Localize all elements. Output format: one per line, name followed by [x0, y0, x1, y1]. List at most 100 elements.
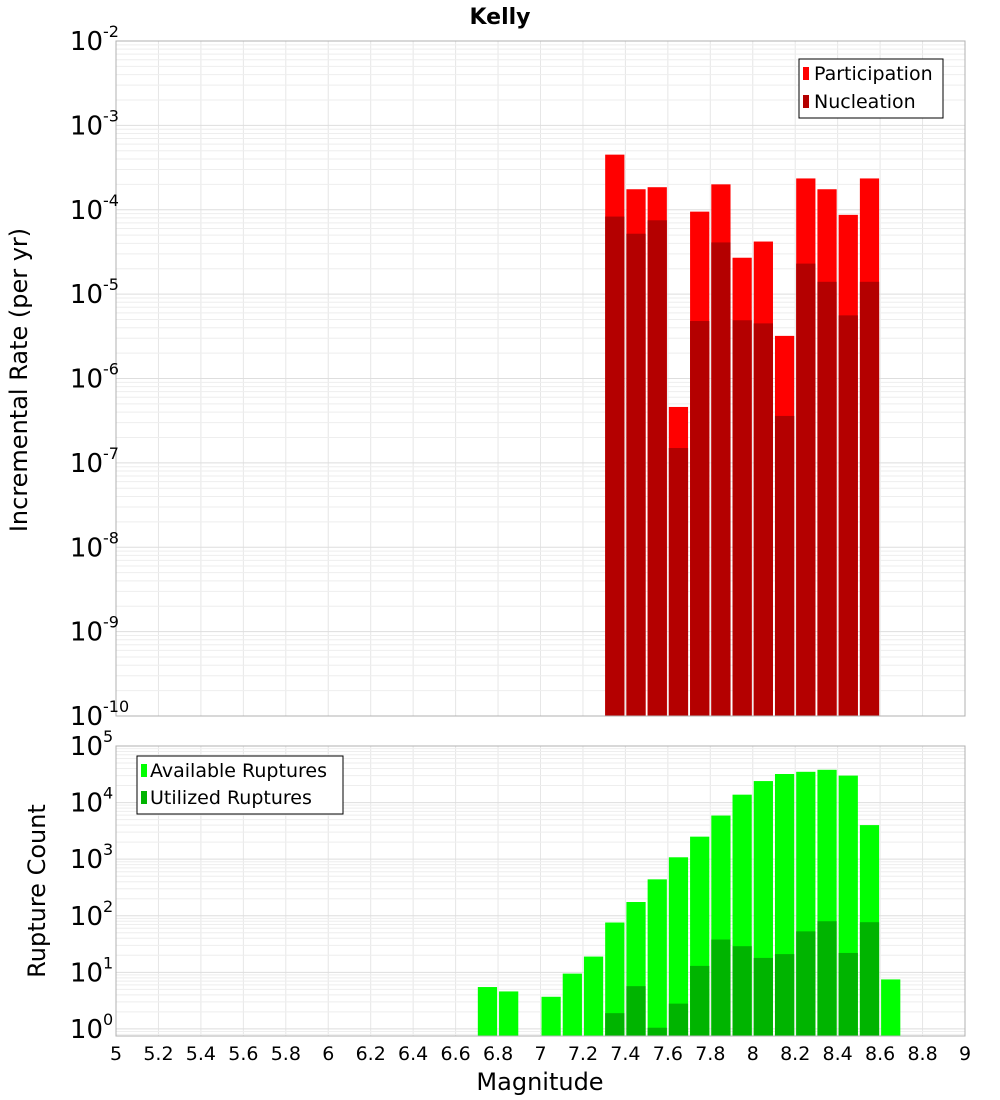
y-tick-label: 10 -6 — [70, 360, 119, 395]
y-tick-label: 10 -10 — [70, 697, 129, 732]
legend-swatch-participation — [803, 67, 809, 80]
legend-label-participation: Participation — [814, 63, 933, 85]
y-tick-exponent: 4 — [103, 784, 113, 803]
y-tick-base: 10 — [70, 111, 103, 141]
x-tick-label: 6.8 — [483, 1043, 513, 1065]
bar-nucleation — [711, 242, 731, 716]
bar-utilized-ruptures — [690, 965, 710, 1036]
x-tick-label: 8 — [747, 1043, 759, 1065]
y-tick-base: 10 — [70, 1015, 103, 1045]
bar-available-ruptures — [647, 879, 667, 1036]
y-tick-exponent: -4 — [103, 191, 119, 210]
y-tick-base: 10 — [70, 533, 103, 563]
bar-utilized-ruptures — [711, 939, 731, 1036]
top-y-axis-label: Incremental Rate (per yr) — [5, 228, 33, 532]
x-tick-label: 6.4 — [398, 1043, 428, 1065]
bar-nucleation — [647, 220, 667, 717]
bottom-legend-box — [136, 755, 344, 815]
x-tick-label: 5.4 — [186, 1043, 216, 1065]
x-tick-label: 7.4 — [610, 1043, 640, 1065]
x-tick-label: 5.2 — [143, 1043, 173, 1065]
y-tick-exponent: -7 — [103, 444, 119, 463]
x-tick-label: 7.2 — [568, 1043, 598, 1065]
x-tick-label: 8.8 — [907, 1043, 937, 1065]
y-tick-base: 10 — [70, 958, 103, 988]
bar-available-ruptures — [881, 979, 901, 1036]
y-tick-label: 10 -5 — [70, 275, 119, 310]
y-tick-label: 10 4 — [70, 784, 113, 819]
y-tick-base: 10 — [70, 196, 103, 226]
bar-utilized-ruptures — [626, 986, 646, 1036]
y-tick-exponent: -3 — [103, 106, 119, 125]
x-tick-label: 5.8 — [271, 1043, 301, 1065]
legend-label-available: Available Ruptures — [150, 760, 327, 782]
legend-swatch-utilized — [141, 791, 147, 804]
chart-title: Kelly — [469, 5, 530, 30]
y-tick-exponent: -10 — [103, 697, 129, 716]
legend-swatch-nucleation — [803, 95, 809, 108]
x-tick-label: 6 — [322, 1043, 334, 1065]
y-tick-exponent: -5 — [103, 275, 119, 294]
bar-utilized-ruptures — [605, 1013, 625, 1036]
x-tick-label: 8.6 — [865, 1043, 895, 1065]
y-tick-exponent: -2 — [103, 22, 119, 41]
y-tick-base: 10 — [70, 732, 103, 762]
bar-nucleation — [774, 415, 795, 716]
top-legend-box — [798, 58, 944, 119]
x-axis-label: Magnitude — [476, 1068, 603, 1096]
x-tick-label: 9 — [959, 1043, 971, 1065]
bar-nucleation — [626, 233, 646, 716]
bar-nucleation — [732, 320, 752, 716]
bar-available-ruptures — [499, 991, 519, 1036]
y-tick-base: 10 — [70, 365, 103, 395]
y-tick-base: 10 — [70, 27, 103, 57]
legend-swatch-available — [141, 764, 147, 777]
bottom-bars — [477, 769, 901, 1036]
y-tick-label: 10 -2 — [70, 22, 119, 57]
x-tick-label: 7.6 — [653, 1043, 683, 1065]
y-tick-exponent: 2 — [103, 897, 113, 916]
legend-label-utilized: Utilized Ruptures — [150, 787, 312, 809]
y-tick-exponent: -6 — [103, 360, 119, 379]
y-tick-exponent: -8 — [103, 528, 119, 547]
bar-nucleation — [753, 323, 773, 716]
bar-available-ruptures — [541, 996, 561, 1036]
y-tick-exponent: 0 — [103, 1010, 113, 1029]
bottom-plot-border — [115, 745, 966, 1037]
top-bars — [605, 154, 880, 717]
y-tick-label: 10 -8 — [70, 528, 119, 563]
bar-utilized-ruptures — [838, 952, 858, 1036]
x-tick-label: 5.6 — [228, 1043, 258, 1065]
y-tick-label: 10 -9 — [70, 613, 119, 648]
y-tick-label: 10 0 — [70, 1010, 113, 1045]
y-tick-exponent: 3 — [103, 840, 113, 859]
y-tick-label: 10 -4 — [70, 191, 119, 226]
x-tick-label: 6.2 — [356, 1043, 386, 1065]
bar-available-ruptures — [668, 857, 689, 1036]
bar-available-ruptures — [562, 973, 582, 1036]
y-tick-label: 10 1 — [70, 953, 113, 988]
top-legend: Participation Nucleation — [798, 58, 944, 119]
legend-label-nucleation: Nucleation — [814, 91, 916, 113]
y-tick-exponent: 1 — [103, 953, 113, 972]
bar-utilized-ruptures — [732, 946, 752, 1036]
x-tick-label: 5 — [110, 1043, 122, 1065]
y-tick-label: 10 -3 — [70, 106, 119, 141]
y-tick-base: 10 — [70, 618, 103, 648]
bar-nucleation — [859, 281, 880, 716]
x-tick-label: 7 — [534, 1043, 546, 1065]
y-tick-exponent: -9 — [103, 613, 119, 632]
bar-utilized-ruptures — [796, 931, 816, 1036]
bar-utilized-ruptures — [647, 1027, 667, 1036]
bar-utilized-ruptures — [859, 922, 880, 1036]
bar-nucleation — [668, 448, 689, 716]
bar-available-ruptures — [605, 922, 625, 1036]
bar-available-ruptures — [583, 956, 604, 1036]
y-tick-label: 10 -7 — [70, 444, 119, 479]
y-tick-base: 10 — [70, 902, 103, 932]
